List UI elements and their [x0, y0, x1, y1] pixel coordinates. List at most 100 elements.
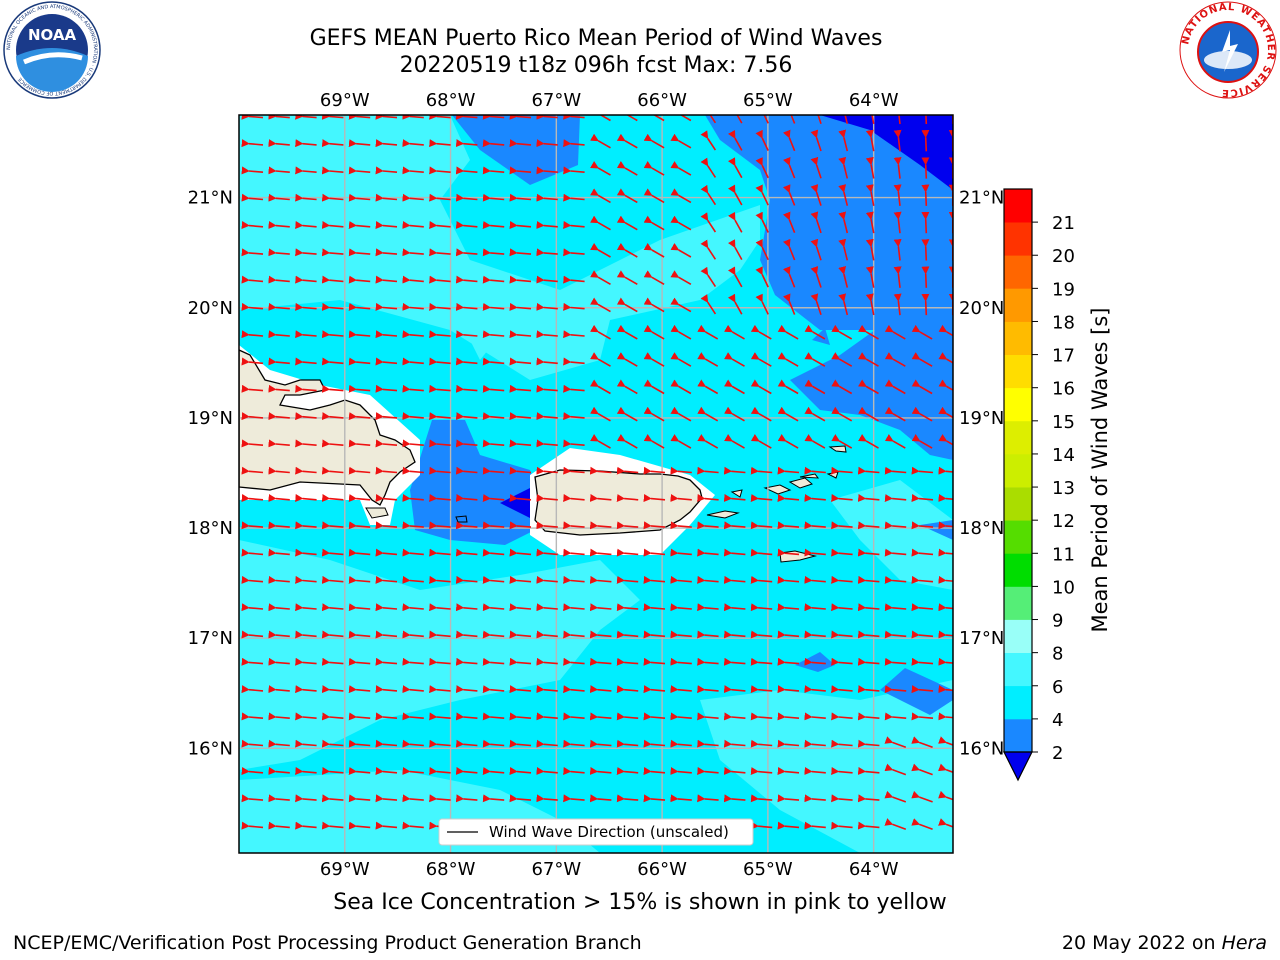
- wind-wave-arrow: [509, 330, 532, 339]
- wind-wave-arrow: [589, 603, 612, 612]
- wind-wave-arrow: [509, 248, 532, 257]
- lat-label: 19°N: [959, 408, 1004, 429]
- wind-wave-arrow: [455, 166, 478, 175]
- wind-wave-arrow: [402, 521, 424, 530]
- wind-wave-arrow: [616, 434, 638, 449]
- wind-wave-arrow: [616, 766, 639, 775]
- wind-wave-arrow: [429, 166, 451, 175]
- colorbar-tick-label: 9: [1052, 611, 1063, 632]
- wind-wave-arrow: [295, 439, 317, 448]
- lon-label: 66°W: [637, 90, 687, 111]
- wind-wave-arrow: [563, 412, 585, 421]
- wind-wave-arrow: [455, 275, 478, 284]
- wind-wave-arrow: [804, 657, 826, 666]
- wind-wave-arrow: [295, 357, 317, 366]
- colorbar-tick-label: 10: [1052, 577, 1075, 598]
- wind-wave-arrow: [831, 739, 853, 748]
- colorbar-label: Mean Period of Wind Waves [s]: [1088, 308, 1112, 633]
- lon-label: 68°W: [426, 90, 476, 111]
- wind-wave-arrow: [590, 379, 611, 395]
- wind-wave-arrow: [616, 794, 639, 803]
- wind-wave-arrow: [697, 493, 719, 502]
- lon-labels-bottom: 69°W 68°W 67°W 66°W 65°W 64°W: [320, 859, 899, 880]
- wind-wave-arrow: [241, 115, 264, 120]
- wind-wave-arrow: [723, 794, 746, 803]
- wind-wave-arrow: [643, 188, 665, 204]
- wind-wave-arrow: [509, 794, 532, 803]
- virgin-islands: [706, 445, 847, 563]
- wind-wave-arrow: [589, 657, 612, 666]
- wind-wave-arrow: [643, 434, 665, 449]
- wind-wave-arrow: [375, 685, 398, 694]
- wind-wave-arrow: [321, 493, 344, 502]
- wind-wave-arrow: [831, 466, 853, 475]
- map-plot-area: Wind Wave Direction (unscaled): [239, 115, 953, 853]
- wind-wave-arrow: [670, 188, 692, 204]
- wind-wave-arrow: [857, 657, 880, 666]
- wind-wave-arrow: [616, 188, 638, 204]
- wind-wave-arrow: [429, 357, 451, 366]
- wind-wave-arrow: [509, 575, 532, 584]
- wind-wave-arrow: [268, 766, 290, 775]
- wind-wave-arrow: [804, 794, 826, 803]
- wind-wave-arrow: [402, 220, 424, 229]
- wind-wave-arrow: [268, 330, 290, 339]
- lat-label: 16°N: [959, 738, 1004, 759]
- wind-wave-arrow: [857, 766, 880, 775]
- wind-wave-arrow: [241, 384, 264, 393]
- wind-wave-arrow: [268, 794, 290, 803]
- wind-wave-arrow: [295, 739, 317, 748]
- wind-wave-arrow: [838, 293, 849, 316]
- wind-wave-arrow: [295, 330, 317, 339]
- wind-wave-arrow: [563, 466, 585, 475]
- colorbar-segment: [1004, 718, 1032, 753]
- wind-wave-arrow: [810, 238, 822, 261]
- wind-wave-arrow: [295, 657, 317, 666]
- wind-wave-arrow: [911, 657, 934, 666]
- wind-wave-arrow: [589, 739, 612, 748]
- wind-wave-arrow: [295, 193, 317, 202]
- wind-wave-arrow: [589, 712, 612, 721]
- wind-wave-arrow: [402, 115, 424, 120]
- map-frame: [238, 114, 954, 854]
- wind-wave-arrow: [321, 821, 344, 830]
- wind-wave-arrow: [563, 548, 585, 557]
- wind-wave-arrow: [750, 630, 773, 639]
- wind-wave-arrow: [375, 193, 398, 202]
- wind-wave-arrow: [857, 685, 880, 694]
- wind-wave-arrow: [777, 739, 800, 748]
- wind-wave-arrow: [670, 324, 692, 340]
- wind-wave-arrow: [348, 521, 371, 530]
- colorbar-segment: [1004, 586, 1032, 620]
- wind-wave-arrow: [590, 242, 611, 258]
- wind-wave-arrow: [375, 766, 398, 775]
- wind-wave-arrow: [375, 739, 398, 748]
- wind-wave-arrow: [724, 434, 745, 449]
- wind-wave-arrow: [643, 548, 666, 557]
- wind-wave-arrow: [321, 575, 344, 584]
- wind-wave-arrow: [700, 239, 717, 260]
- wind-wave-arrow: [402, 493, 424, 502]
- wind-wave-arrow: [750, 352, 772, 367]
- wind-wave-arrow: [429, 466, 451, 475]
- wind-wave-arrow: [241, 739, 264, 748]
- wind-wave-arrow: [670, 270, 692, 285]
- wind-wave-arrow: [241, 275, 264, 284]
- wind-wave-arrow: [482, 493, 505, 502]
- wind-wave-arrow: [884, 790, 907, 803]
- wind-wave-arrow: [348, 603, 371, 612]
- wind-wave-arrow: [402, 302, 424, 311]
- wind-wave-arrow: [893, 211, 902, 234]
- wind-wave-arrow: [884, 352, 906, 367]
- wind-wave-arrow: [911, 434, 933, 449]
- wind-wave-arrow: [348, 275, 371, 284]
- wind-wave-arrow: [616, 548, 639, 557]
- wind-wave-arrow: [777, 434, 799, 449]
- map-title: GEFS MEAN Puerto Rico Mean Period of Win…: [309, 26, 883, 51]
- colorbar-tick-label: 14: [1052, 445, 1075, 466]
- colorbar-segment: [1004, 387, 1032, 422]
- wind-wave-arrow: [402, 603, 424, 612]
- wind-wave-arrow: [402, 193, 424, 202]
- lat-labels-right: 21°N 20°N 19°N 18°N 17°N 16°N: [959, 188, 1004, 760]
- wind-wave-arrow: [643, 466, 666, 475]
